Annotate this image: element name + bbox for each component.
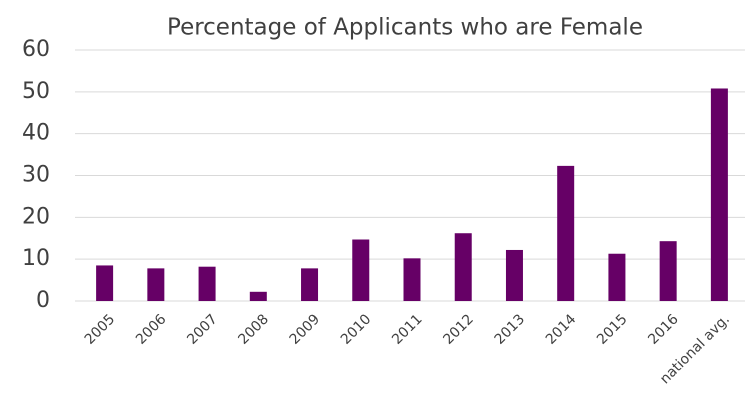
y-tick-label: 50 <box>22 79 50 104</box>
bar <box>198 266 216 301</box>
bar <box>96 265 114 301</box>
bar <box>557 165 575 301</box>
bar <box>403 258 421 301</box>
bar <box>710 88 728 301</box>
y-tick-label: 60 <box>22 37 50 62</box>
y-tick-label: 10 <box>22 246 50 271</box>
y-tick-label: 20 <box>22 204 50 229</box>
y-tick-label: 40 <box>22 121 50 146</box>
bar <box>659 241 677 301</box>
bar <box>352 239 370 301</box>
bar <box>454 233 472 301</box>
bar <box>249 291 267 301</box>
bar <box>608 253 626 301</box>
y-tick-label: 30 <box>22 163 50 188</box>
bar <box>301 268 319 301</box>
chart-title: Percentage of Applicants who are Female <box>167 15 643 41</box>
y-tick-label: 0 <box>36 288 50 313</box>
bar <box>147 268 165 301</box>
bar <box>505 249 523 301</box>
